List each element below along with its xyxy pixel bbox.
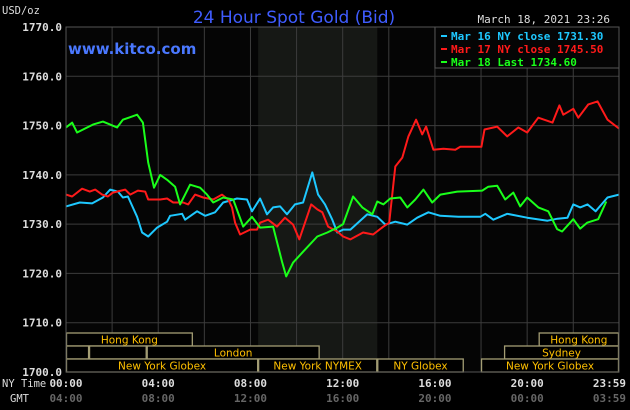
y-tick-label: 1730.0 [22,218,62,231]
series-line-3 [65,113,608,278]
y-tick-label: 1720.0 [22,267,62,280]
y-axis-tick-labels: 1770.0 1760.0 1750.0 1740.0 1730.0 1720.0 1710… [22,21,62,379]
ny-time-tick-label: 04:00 [142,377,175,390]
gmt-tick-label: 20:00 [418,392,451,405]
series-line-2 [65,100,620,241]
ny-time-tick-label: 00:00 [49,377,82,390]
y-axis-label: USD/oz [2,5,40,17]
gmt-tick-label: 08:00 [142,392,175,405]
ny-time-tick-label: 23:59 [593,377,626,390]
session-label: Hong Kong [101,335,158,347]
y-tick-label: 1760.0 [22,70,62,83]
gmt-tick-label: 04:00 [49,392,82,405]
session-box [65,345,90,360]
session-label: Sydney [542,348,581,360]
y-tick-label: 1700.0 [22,366,62,379]
y-tick-label: 1710.0 [22,317,62,330]
ny-time-tick-label: 08:00 [234,377,267,390]
session-box [88,345,147,360]
session-label: New York Globex [506,361,594,373]
legend-box [434,26,620,69]
ny-time-tick-label: 16:00 [418,377,451,390]
timestamp: March 18, 2021 23:26 [478,13,610,26]
legend-swatch [441,48,447,50]
site-url: www.kitco.com [68,40,196,58]
session-label: New York Globex [118,361,206,373]
session-label: New York NYMEX [273,361,362,373]
plot-border [65,26,620,373]
ny-time-tick-label: 12:00 [326,377,359,390]
legend-entry: Mar 16 NY close 1731.30 [451,30,603,43]
ny-time-tick-label: 20:00 [511,377,544,390]
gmt-tick-label: 12:00 [234,392,267,405]
series-line-1 [65,171,620,238]
session-label: NY Globex [393,361,447,373]
legend-swatch [441,35,447,37]
y-tick-label: 1770.0 [22,21,62,34]
chart-title: 24 Hour Spot Gold (Bid) [193,8,395,28]
session-label: Hong Kong [550,335,607,347]
gmt-tick-label: 00:00 [511,392,544,405]
y-tick-label: 1750.0 [22,120,62,133]
legend-entry: Mar 18 Last 1734.60 [451,56,577,69]
gmt-tick-label: 16:00 [326,392,359,405]
session-label: London [214,348,253,360]
y-tick-label: 1740.0 [22,169,62,182]
x-axis-row-label-ny: NY Time [2,378,46,390]
series-lines [65,100,620,278]
x-axis-tick-labels: 00:00 04:00 08:00 12:00 16:00 20:00 23:59 04:00… [49,377,626,405]
legend-entry: Mar 17 NY close 1745.50 [451,43,603,56]
gmt-tick-label: 03:59 [593,392,626,405]
legend-swatch [441,61,447,63]
nymex-shaded-period [258,27,378,372]
x-axis-row-label-gmt: GMT [10,393,30,405]
